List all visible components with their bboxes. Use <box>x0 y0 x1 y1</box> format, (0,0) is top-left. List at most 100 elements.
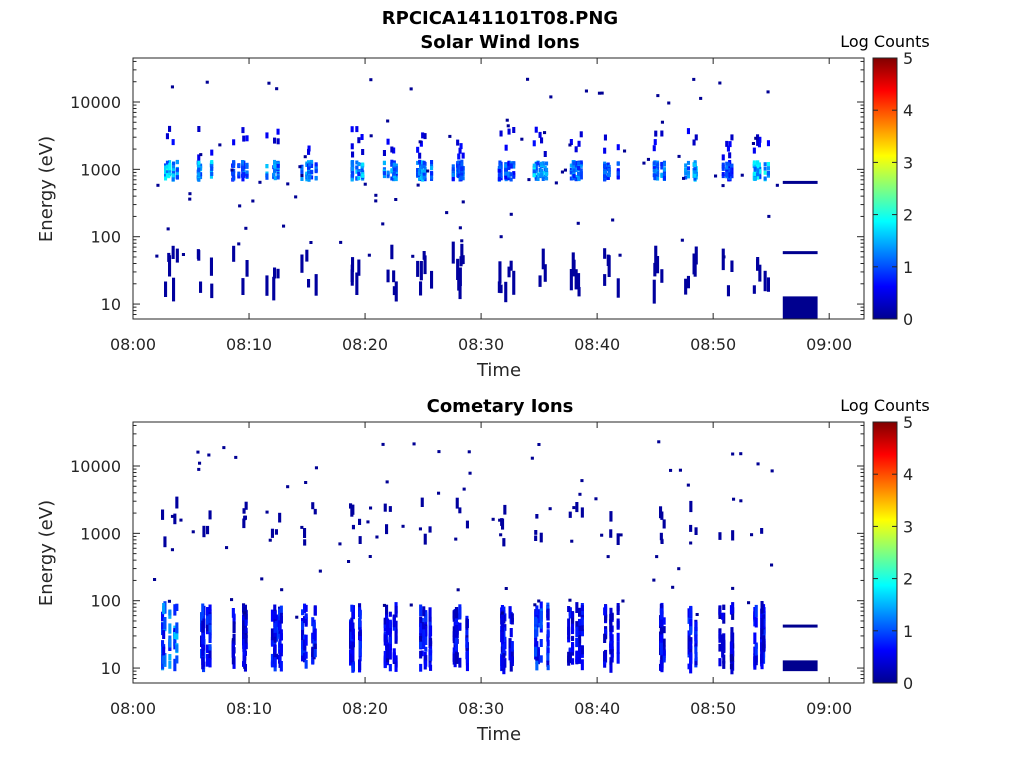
spectrogram-cell <box>572 506 576 510</box>
spectrogram-cell <box>757 169 761 174</box>
spectrogram-cell <box>454 651 458 664</box>
spectrogram-cell <box>388 627 392 634</box>
trailing-mark <box>782 624 818 628</box>
spectrogram-cell <box>504 281 508 303</box>
spectrogram-cell <box>567 636 571 643</box>
x-axis-label: Time <box>476 360 521 381</box>
spectrogram-cell <box>536 172 540 177</box>
spectrogram-cell <box>616 632 620 642</box>
spectrogram-cell <box>351 630 355 640</box>
spectrogram-cell <box>460 175 464 180</box>
spectrogram-cell <box>419 140 423 147</box>
spectrogram-cell <box>662 519 666 529</box>
x-tick-label: 08:20 <box>342 335 388 354</box>
spectrogram-cell <box>358 648 362 656</box>
spectrogram-cell <box>172 165 176 170</box>
spectrogram-cell <box>419 281 423 296</box>
spectrogram-cell <box>539 620 543 629</box>
spectrogram-cell <box>385 524 389 535</box>
spectrogram-cell <box>560 170 564 174</box>
spectrogram-cell <box>509 177 513 182</box>
spectrogram-cell <box>351 664 355 671</box>
spectrogram-cell <box>747 601 751 605</box>
spectrogram-cell <box>360 134 364 140</box>
spectrogram-cell <box>569 176 573 181</box>
spectrogram-cell <box>382 150 386 156</box>
spectrogram-cell <box>457 153 461 160</box>
spectrogram-cell <box>500 611 504 615</box>
spectrogram-cell <box>509 172 513 177</box>
spectrogram-cell <box>461 200 465 204</box>
spectrogram-cell <box>230 598 234 602</box>
spectrogram-cell <box>656 176 660 181</box>
spectrogram-cell <box>424 612 428 622</box>
spectrogram-cell <box>280 588 284 592</box>
spectrogram-cell <box>502 538 506 547</box>
spectrogram-cell <box>363 182 367 186</box>
spectrogram-cell <box>503 504 507 515</box>
spectrogram-cell <box>508 606 512 619</box>
spectrogram-cell <box>578 618 582 629</box>
spectrogram-cell <box>170 548 174 552</box>
spectrogram-cell <box>662 638 666 647</box>
spectrogram-cell <box>751 142 755 145</box>
spectrogram-cell <box>689 641 693 649</box>
spectrogram-cell <box>392 270 396 283</box>
spectrogram-cell <box>575 637 579 648</box>
spectrogram-cell <box>386 618 390 630</box>
spectrogram-cell <box>571 611 575 618</box>
spectrogram-cell <box>460 243 464 265</box>
spectrogram-cell <box>304 634 308 646</box>
spectrogram-cell <box>604 628 608 636</box>
spectrogram-cell <box>308 174 312 179</box>
spectrogram-cell <box>307 145 311 152</box>
spectrogram-cell <box>206 616 210 628</box>
spectrogram-cell <box>366 520 370 524</box>
spectrogram-cell <box>457 174 461 179</box>
spectrogram-cell <box>578 635 582 644</box>
spectrogram-cell <box>725 172 729 177</box>
spectrogram-cell <box>540 168 544 173</box>
spectrogram-cell <box>210 283 214 299</box>
spectrogram-cell <box>166 227 170 231</box>
spectrogram-cell <box>454 615 458 629</box>
spectrogram-cell <box>181 253 185 256</box>
spectrogram-cell <box>430 171 434 176</box>
spectrogram-cell <box>722 604 726 610</box>
spectrogram-cell <box>197 154 201 161</box>
spectrogram-cell <box>241 160 245 164</box>
spectrogram-cell <box>572 161 576 166</box>
spectrogram-cell <box>388 636 392 644</box>
spectrogram-cell <box>533 603 537 607</box>
colorbar: Log Counts 0 1 2 3 4 5 <box>840 32 930 329</box>
spectrogram-cell <box>208 510 212 520</box>
spectrogram-cell <box>171 173 175 178</box>
spectrogram-cell <box>199 163 203 168</box>
spectrogram-cell <box>392 286 396 296</box>
spectrogram-cell <box>381 442 385 446</box>
spectrogram-cell <box>199 166 203 170</box>
spectrogram-cell <box>660 130 664 137</box>
spectrogram-cell <box>693 176 697 181</box>
spectrogram-cell <box>584 89 588 93</box>
spectrogram-cell <box>430 166 434 170</box>
spectrogram-cell <box>279 644 283 653</box>
spectrogram-cell <box>244 627 248 634</box>
spectrogram-cell <box>499 284 503 294</box>
spectrogram-cell <box>210 172 214 176</box>
spectrogram-cell <box>526 77 530 81</box>
spectrogram-cell <box>689 652 693 665</box>
spectrogram-cell <box>662 175 666 180</box>
spectrogram-cell <box>279 661 283 672</box>
spectrogram-cell <box>265 132 269 139</box>
spectrogram-cell <box>382 171 386 176</box>
spectrogram-cell <box>659 659 663 671</box>
spectrogram-cell <box>507 171 511 176</box>
spectrogram-cell <box>161 662 165 669</box>
spectrogram-cell <box>732 497 736 501</box>
spectrogram-cell <box>536 161 540 166</box>
spectrogram-cell <box>757 165 761 170</box>
spectrogram-cell <box>760 642 764 652</box>
spectrogram-cell <box>694 621 698 632</box>
spectrogram-cell <box>430 174 434 179</box>
